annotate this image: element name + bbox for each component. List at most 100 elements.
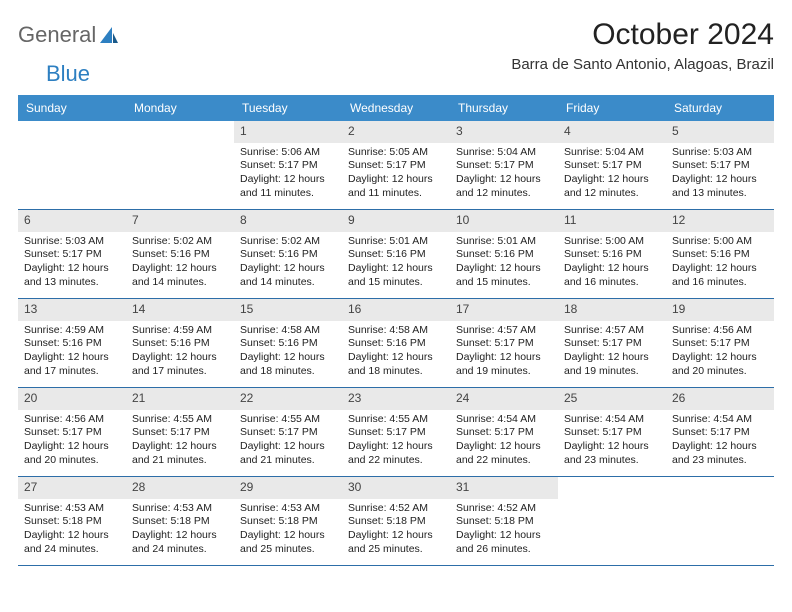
sunrise-line: Sunrise: 4:54 AM — [456, 413, 552, 427]
day-cell: 9Sunrise: 5:01 AMSunset: 5:16 PMDaylight… — [342, 210, 450, 298]
sunrise-line: Sunrise: 4:57 AM — [456, 324, 552, 338]
day-cell: 31Sunrise: 4:52 AMSunset: 5:18 PMDayligh… — [450, 477, 558, 565]
sunset-line: Sunset: 5:17 PM — [564, 159, 660, 173]
day-number: 8 — [234, 210, 342, 232]
sunset-line: Sunset: 5:17 PM — [672, 337, 768, 351]
page-subtitle: Barra de Santo Antonio, Alagoas, Brazil — [511, 56, 774, 73]
sunset-line: Sunset: 5:17 PM — [456, 159, 552, 173]
week-row: 20Sunrise: 4:56 AMSunset: 5:17 PMDayligh… — [18, 388, 774, 477]
day-cell-empty — [666, 477, 774, 565]
dow-cell: Saturday — [666, 95, 774, 121]
daylight-line: Daylight: 12 hours and 19 minutes. — [564, 351, 660, 378]
daylight-line: Daylight: 12 hours and 23 minutes. — [564, 440, 660, 467]
sunset-line: Sunset: 5:16 PM — [240, 248, 336, 262]
daylight-line: Daylight: 12 hours and 20 minutes. — [24, 440, 120, 467]
day-body: Sunrise: 4:58 AMSunset: 5:16 PMDaylight:… — [234, 321, 342, 383]
day-body: Sunrise: 4:59 AMSunset: 5:16 PMDaylight:… — [126, 321, 234, 383]
day-number: 31 — [450, 477, 558, 499]
day-body: Sunrise: 4:57 AMSunset: 5:17 PMDaylight:… — [450, 321, 558, 383]
day-body: Sunrise: 5:02 AMSunset: 5:16 PMDaylight:… — [234, 232, 342, 294]
sunrise-line: Sunrise: 4:55 AM — [132, 413, 228, 427]
day-number: 4 — [558, 121, 666, 143]
sunset-line: Sunset: 5:17 PM — [456, 426, 552, 440]
sunset-line: Sunset: 5:17 PM — [240, 426, 336, 440]
day-body: Sunrise: 5:01 AMSunset: 5:16 PMDaylight:… — [342, 232, 450, 294]
dow-cell: Wednesday — [342, 95, 450, 121]
day-body: Sunrise: 5:01 AMSunset: 5:16 PMDaylight:… — [450, 232, 558, 294]
day-number: 16 — [342, 299, 450, 321]
daylight-line: Daylight: 12 hours and 18 minutes. — [348, 351, 444, 378]
sunset-line: Sunset: 5:16 PM — [24, 337, 120, 351]
sunrise-line: Sunrise: 4:53 AM — [132, 502, 228, 516]
daylight-line: Daylight: 12 hours and 21 minutes. — [132, 440, 228, 467]
daylight-line: Daylight: 12 hours and 25 minutes. — [348, 529, 444, 556]
sunset-line: Sunset: 5:16 PM — [672, 248, 768, 262]
sunrise-line: Sunrise: 4:56 AM — [672, 324, 768, 338]
day-body: Sunrise: 4:57 AMSunset: 5:17 PMDaylight:… — [558, 321, 666, 383]
sunrise-line: Sunrise: 4:58 AM — [240, 324, 336, 338]
sunrise-line: Sunrise: 5:04 AM — [564, 146, 660, 160]
day-cell: 14Sunrise: 4:59 AMSunset: 5:16 PMDayligh… — [126, 299, 234, 387]
weeks-container: 1Sunrise: 5:06 AMSunset: 5:17 PMDaylight… — [18, 121, 774, 566]
sunrise-line: Sunrise: 4:53 AM — [24, 502, 120, 516]
day-body: Sunrise: 5:04 AMSunset: 5:17 PMDaylight:… — [558, 143, 666, 205]
sunset-line: Sunset: 5:17 PM — [348, 159, 444, 173]
day-body: Sunrise: 5:00 AMSunset: 5:16 PMDaylight:… — [558, 232, 666, 294]
sunrise-line: Sunrise: 5:01 AM — [456, 235, 552, 249]
day-cell: 12Sunrise: 5:00 AMSunset: 5:16 PMDayligh… — [666, 210, 774, 298]
day-of-week-header: SundayMondayTuesdayWednesdayThursdayFrid… — [18, 95, 774, 121]
day-number: 28 — [126, 477, 234, 499]
day-cell: 19Sunrise: 4:56 AMSunset: 5:17 PMDayligh… — [666, 299, 774, 387]
sunrise-line: Sunrise: 5:04 AM — [456, 146, 552, 160]
day-cell: 16Sunrise: 4:58 AMSunset: 5:16 PMDayligh… — [342, 299, 450, 387]
day-cell: 6Sunrise: 5:03 AMSunset: 5:17 PMDaylight… — [18, 210, 126, 298]
day-cell: 26Sunrise: 4:54 AMSunset: 5:17 PMDayligh… — [666, 388, 774, 476]
day-number: 24 — [450, 388, 558, 410]
day-cell: 21Sunrise: 4:55 AMSunset: 5:17 PMDayligh… — [126, 388, 234, 476]
sunrise-line: Sunrise: 5:00 AM — [564, 235, 660, 249]
day-cell: 20Sunrise: 4:56 AMSunset: 5:17 PMDayligh… — [18, 388, 126, 476]
day-number: 12 — [666, 210, 774, 232]
day-body: Sunrise: 5:05 AMSunset: 5:17 PMDaylight:… — [342, 143, 450, 205]
day-cell-empty — [18, 121, 126, 209]
sunrise-line: Sunrise: 5:05 AM — [348, 146, 444, 160]
daylight-line: Daylight: 12 hours and 24 minutes. — [132, 529, 228, 556]
day-number: 20 — [18, 388, 126, 410]
day-body: Sunrise: 4:52 AMSunset: 5:18 PMDaylight:… — [342, 499, 450, 561]
daylight-line: Daylight: 12 hours and 16 minutes. — [564, 262, 660, 289]
sunrise-line: Sunrise: 4:54 AM — [672, 413, 768, 427]
day-body: Sunrise: 4:56 AMSunset: 5:17 PMDaylight:… — [18, 410, 126, 472]
day-number: 13 — [18, 299, 126, 321]
day-body: Sunrise: 4:56 AMSunset: 5:17 PMDaylight:… — [666, 321, 774, 383]
day-number: 9 — [342, 210, 450, 232]
day-number: 29 — [234, 477, 342, 499]
daylight-line: Daylight: 12 hours and 15 minutes. — [456, 262, 552, 289]
day-cell: 30Sunrise: 4:52 AMSunset: 5:18 PMDayligh… — [342, 477, 450, 565]
day-body: Sunrise: 5:06 AMSunset: 5:17 PMDaylight:… — [234, 143, 342, 205]
sunrise-line: Sunrise: 5:00 AM — [672, 235, 768, 249]
day-body: Sunrise: 5:00 AMSunset: 5:16 PMDaylight:… — [666, 232, 774, 294]
day-cell: 25Sunrise: 4:54 AMSunset: 5:17 PMDayligh… — [558, 388, 666, 476]
day-number: 30 — [342, 477, 450, 499]
day-body: Sunrise: 4:53 AMSunset: 5:18 PMDaylight:… — [234, 499, 342, 561]
sunset-line: Sunset: 5:18 PM — [348, 515, 444, 529]
day-body: Sunrise: 4:55 AMSunset: 5:17 PMDaylight:… — [342, 410, 450, 472]
daylight-line: Daylight: 12 hours and 11 minutes. — [348, 173, 444, 200]
sunset-line: Sunset: 5:16 PM — [240, 337, 336, 351]
day-number: 23 — [342, 388, 450, 410]
daylight-line: Daylight: 12 hours and 17 minutes. — [24, 351, 120, 378]
sunrise-line: Sunrise: 4:54 AM — [564, 413, 660, 427]
day-cell: 23Sunrise: 4:55 AMSunset: 5:17 PMDayligh… — [342, 388, 450, 476]
dow-cell: Monday — [126, 95, 234, 121]
sunset-line: Sunset: 5:16 PM — [456, 248, 552, 262]
day-body: Sunrise: 5:03 AMSunset: 5:17 PMDaylight:… — [666, 143, 774, 205]
day-body: Sunrise: 5:04 AMSunset: 5:17 PMDaylight:… — [450, 143, 558, 205]
dow-cell: Sunday — [18, 95, 126, 121]
logo-sail-icon — [98, 25, 120, 45]
sunrise-line: Sunrise: 5:01 AM — [348, 235, 444, 249]
sunset-line: Sunset: 5:17 PM — [564, 337, 660, 351]
sunset-line: Sunset: 5:17 PM — [132, 426, 228, 440]
sunset-line: Sunset: 5:17 PM — [672, 426, 768, 440]
day-cell: 22Sunrise: 4:55 AMSunset: 5:17 PMDayligh… — [234, 388, 342, 476]
week-row: 27Sunrise: 4:53 AMSunset: 5:18 PMDayligh… — [18, 477, 774, 566]
